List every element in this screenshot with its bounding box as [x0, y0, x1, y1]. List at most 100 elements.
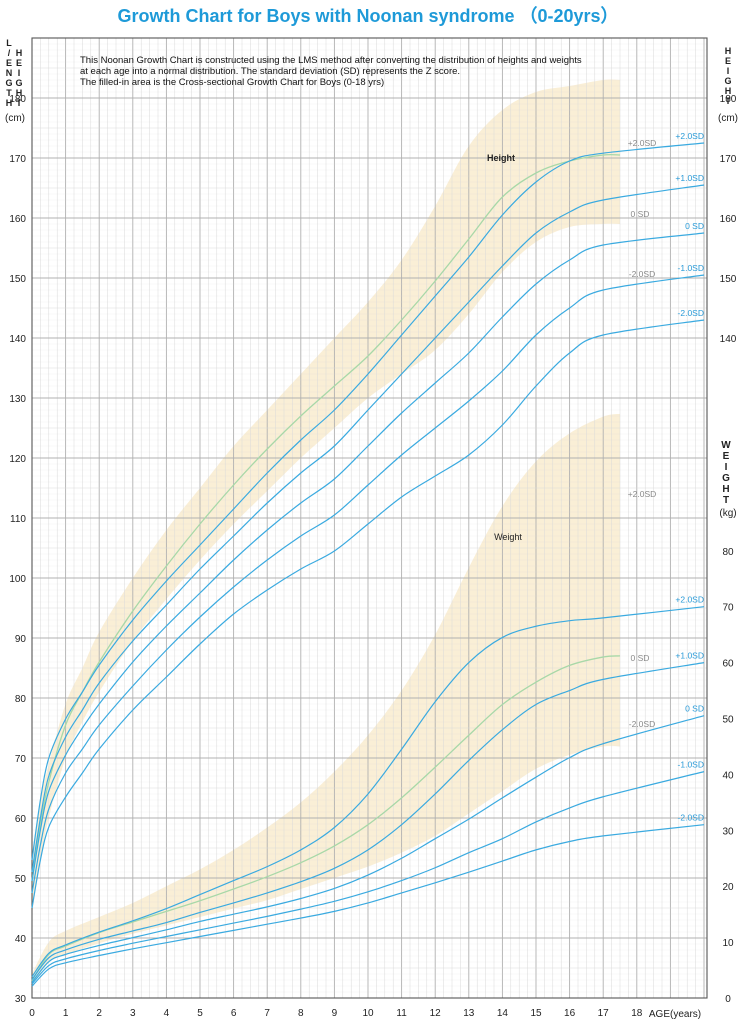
- y-weight-right-label-char: I: [725, 462, 728, 473]
- y-weight-right-tick-label: 20: [722, 882, 734, 893]
- y-height-left-tick-label: 70: [15, 754, 27, 765]
- y-height-left-label-char2: H: [16, 88, 23, 98]
- height-series-line: [31, 142, 705, 861]
- y-height-right-label-char: H: [725, 86, 732, 96]
- weight-band-label-lower: -2.0SD: [629, 719, 655, 729]
- y-height-left-label-char: G: [5, 78, 12, 88]
- y-height-left-tick-label: 30: [15, 994, 27, 1005]
- weight-series-line: [31, 824, 705, 987]
- y-height-left-tick-label: 110: [10, 514, 26, 525]
- height-series-label: +2.0SD: [675, 131, 704, 141]
- y-height-left-label-char2: E: [16, 58, 22, 68]
- chart-note-line: This Noonan Growth Chart is constructed …: [80, 55, 582, 66]
- weight-band-label-upper: +2.0SD: [628, 489, 657, 499]
- y-height-left-label-char2: T: [16, 98, 22, 108]
- y-weight-right-tick-label: 10: [722, 938, 734, 949]
- x-tick-label: 10: [362, 1008, 374, 1019]
- y-height-right-label-char: E: [725, 56, 731, 66]
- height-band-label-upper: +2.0SD: [628, 138, 657, 148]
- y-height-left-label-char2: H: [16, 48, 23, 58]
- x-axis-label: AGE(years): [649, 1009, 701, 1020]
- x-tick-label: 15: [530, 1008, 542, 1019]
- height-series-label: -2.0SD: [678, 308, 704, 318]
- y-height-right-label-char: G: [724, 76, 731, 86]
- y-height-left-label-char: L: [6, 38, 12, 48]
- height-series-label: 0 SD: [685, 221, 704, 231]
- x-tick-label: 16: [564, 1008, 576, 1019]
- height-reference-median-line: [31, 153, 621, 882]
- y-weight-right-tick-label: 40: [722, 770, 734, 781]
- height-band-label-lower: -2.0SD: [629, 269, 655, 279]
- grid: [31, 37, 707, 999]
- weight-series-line: [31, 715, 705, 983]
- y-height-left-tick-label: 120: [9, 454, 26, 465]
- weight-series-label: +2.0SD: [675, 595, 704, 605]
- y-height-left-tick-label: 50: [15, 874, 27, 885]
- height-band-label-median: 0 SD: [631, 209, 650, 219]
- y-height-right-tick-label: 180: [720, 94, 737, 105]
- x-tick-label: 0: [29, 1008, 35, 1019]
- y-weight-right-label-char: T: [723, 495, 729, 506]
- y-height-right-label-char: I: [727, 66, 730, 76]
- y-height-right-tick-label: 170: [720, 154, 737, 165]
- y-weight-right-tick-label: 70: [722, 603, 734, 614]
- y-height-left-tick-label: 100: [9, 574, 26, 585]
- height-series-label: -1.0SD: [678, 263, 704, 273]
- x-tick-label: 2: [96, 1008, 102, 1019]
- x-tick-label: 7: [264, 1008, 270, 1019]
- y-height-right-unit: (cm): [718, 113, 738, 124]
- y-height-left-tick-label: 180: [9, 94, 26, 105]
- y-height-left-tick-label: 40: [15, 934, 27, 945]
- y-height-left-label-char: T: [6, 88, 12, 98]
- x-tick-label: 4: [164, 1008, 170, 1019]
- height-series-line: [31, 232, 705, 882]
- x-tick-label: 12: [430, 1008, 442, 1019]
- x-tick-label: 14: [497, 1008, 509, 1019]
- y-height-right-tick-label: 160: [720, 214, 737, 225]
- weight-series-label: 0 SD: [685, 704, 704, 714]
- y-height-left-tick-label: 130: [9, 394, 26, 405]
- x-tick-label: 9: [332, 1008, 338, 1019]
- y-weight-right-label-char: W: [721, 440, 731, 451]
- x-tick-label: 17: [598, 1008, 610, 1019]
- y-height-left-label-char2: G: [15, 78, 22, 88]
- height-series-label: +1.0SD: [675, 173, 704, 183]
- axes: 3040506070809010011012013014015016017018…: [5, 37, 738, 1020]
- chart-note-line: The filled-in area is the Cross-sectiona…: [80, 77, 384, 88]
- weight-series-label: +1.0SD: [675, 651, 704, 661]
- x-tick-label: 1: [63, 1008, 69, 1019]
- y-height-left-label-char: H: [6, 98, 13, 108]
- weight-series-line: [31, 606, 705, 978]
- y-height-left-unit: (cm): [5, 113, 25, 124]
- x-tick-label: 11: [396, 1008, 407, 1019]
- x-tick-label: 18: [631, 1008, 643, 1019]
- y-height-left-tick-label: 140: [9, 334, 26, 345]
- weight-panel-label: Weight: [494, 532, 522, 542]
- y-height-right-tick-label: 140: [720, 334, 737, 345]
- y-height-left-tick-label: 60: [15, 814, 27, 825]
- y-weight-right-tick-label: 30: [722, 826, 734, 837]
- y-weight-right-label-char: E: [723, 451, 730, 462]
- y-height-left-tick-label: 150: [9, 274, 26, 285]
- y-height-right-label-char: T: [725, 96, 731, 106]
- y-weight-right-tick-label: 80: [722, 547, 734, 558]
- chart-text: Growth Chart for Boys with Noonan syndro…: [80, 6, 704, 823]
- y-weight-right-unit: (kg): [719, 508, 736, 519]
- y-weight-right-label-char: H: [722, 484, 729, 495]
- y-weight-right-tick-label: 60: [722, 659, 734, 670]
- x-tick-label: 6: [231, 1008, 237, 1019]
- y-weight-right-tick-label: 50: [722, 715, 734, 726]
- y-height-left-label-char: E: [6, 58, 12, 68]
- weight-series-line: [31, 771, 705, 985]
- series-lines: [31, 142, 705, 987]
- chart-note-line: at each age into a normal distribution. …: [80, 66, 460, 77]
- weight-band-label-median: 0 SD: [631, 653, 650, 663]
- y-height-left-tick-label: 160: [9, 214, 26, 225]
- chart-title: Growth Chart for Boys with Noonan syndro…: [117, 6, 618, 26]
- x-tick-label: 5: [197, 1008, 203, 1019]
- y-height-right-tick-label: 150: [720, 274, 737, 285]
- weight-series-label: -1.0SD: [678, 760, 704, 770]
- height-panel-label: Height: [487, 153, 515, 163]
